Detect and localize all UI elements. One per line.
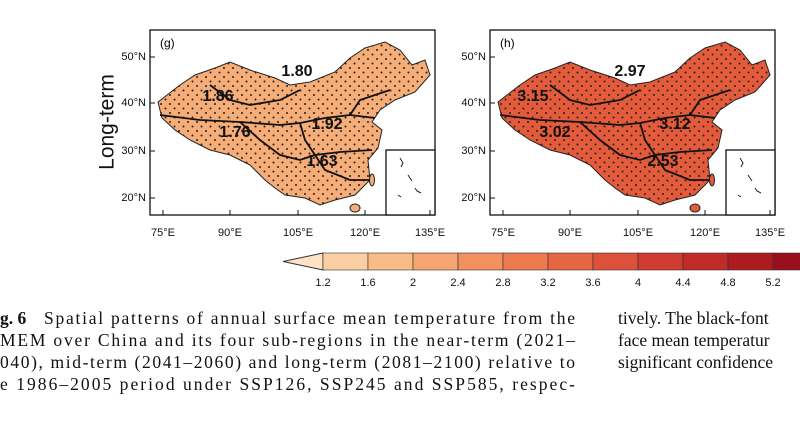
colorbar-bin [592,252,639,271]
inset-islands [737,157,762,198]
lat-label: 20°N [461,192,486,204]
colorbar-end [282,252,324,271]
lat-label: 50°N [121,51,146,63]
lat-label: 40°N [121,97,146,109]
colorbar-label: 4 [635,277,641,289]
region-value: 2.97 [614,63,645,80]
lon-label: 105°E [623,227,653,239]
map-panel: (h) 2.97 3.15 3.02 3.12 2.53 50°N 40°N 30°N 20°N 7… [461,29,785,239]
colorbar-label: 4.4 [675,277,690,289]
colorbar-label: 3.6 [585,277,600,289]
lon-label: 135°E [415,227,445,239]
region-border [314,154,370,181]
caption-line: tively. The black-font [618,308,769,328]
region-border [549,84,641,106]
lat-label: 40°N [461,97,486,109]
colorbar-bin [322,252,369,271]
colorbar: 1.2 1.6 2 2.4 2.8 3.2 3.6 4 4.4 4.8 5.2 [282,252,800,289]
region-border [299,114,376,124]
colorbar-bin [412,252,459,271]
lon-label: 75°E [151,227,175,239]
map-panel: (g) 1.80 1.86 1.76 1.92 1.63 50°N 40°N 30°N 20°N 7… [121,29,445,239]
colorbar-label: 1.6 [360,277,375,289]
lon-label: 105°E [283,227,313,239]
panel-label: (g) [160,36,175,50]
caption-line: face mean temperatur [618,330,770,350]
colorbar-label: 2 [410,277,416,289]
colorbar-label: 4.8 [720,277,735,289]
lat-label: 30°N [461,145,486,157]
lon-label: 135°E [755,227,785,239]
colorbar-bin [457,252,504,271]
region-value: 3.02 [539,124,570,141]
colorbar-label: 2.4 [450,277,465,289]
colorbar-bin [367,252,414,271]
colorbar-bin [682,252,729,271]
inset-islands [397,157,422,198]
lat-label: 30°N [121,145,146,157]
caption-line: significant confidence [618,352,773,372]
region-value: 3.15 [517,88,548,105]
region-border [689,89,731,116]
row-label: Long-term [96,74,119,170]
lon-label: 120°E [350,227,380,239]
region-border [239,121,316,161]
inset-box [385,149,436,216]
region-value: 2.53 [647,153,678,170]
colorbar-bin [502,252,549,271]
colorbar-bin [637,252,684,271]
lon-label: 120°E [690,227,720,239]
island [349,203,361,213]
region-value: 1.86 [202,88,233,105]
colorbar-label: 2.8 [495,277,510,289]
lon-label: 75°E [491,227,515,239]
region-border [579,121,656,161]
caption-line: MEM over China and its four sub-regions … [0,330,575,350]
caption-line: 040), mid-term (2041–2060) and long-term… [0,352,575,372]
island [369,173,375,187]
region-value: 1.92 [311,116,342,133]
lon-label: 90°E [558,227,582,239]
colorbar-bin [547,252,594,271]
lon-label: 90°E [218,227,242,239]
panel-label: (h) [500,36,515,50]
caption-line: Spatial patterns of annual surface mean … [44,308,575,328]
region-value: 1.76 [219,124,250,141]
region-border [654,154,710,181]
inset-box [725,149,776,216]
colorbar-bin [772,252,800,271]
caption-line: e 1986–2005 period under SSP126, SSP245 … [0,374,575,394]
region-border [209,84,301,106]
caption: g. 6 Spatial patterns of annual surface … [0,308,773,394]
lat-label: 20°N [121,192,146,204]
lat-label: 50°N [461,51,486,63]
region-border [349,89,391,116]
region-value: 1.80 [281,63,312,80]
region-value: 1.63 [306,153,337,170]
island [709,173,715,187]
colorbar-bin [727,252,774,271]
fig-label: g. 6 [0,308,27,328]
colorbar-label: 3.2 [540,277,555,289]
colorbar-label: 5.2 [765,277,780,289]
island [689,203,701,213]
region-border [639,114,716,124]
region-value: 3.12 [659,116,690,133]
colorbar-label: 1.2 [315,277,330,289]
